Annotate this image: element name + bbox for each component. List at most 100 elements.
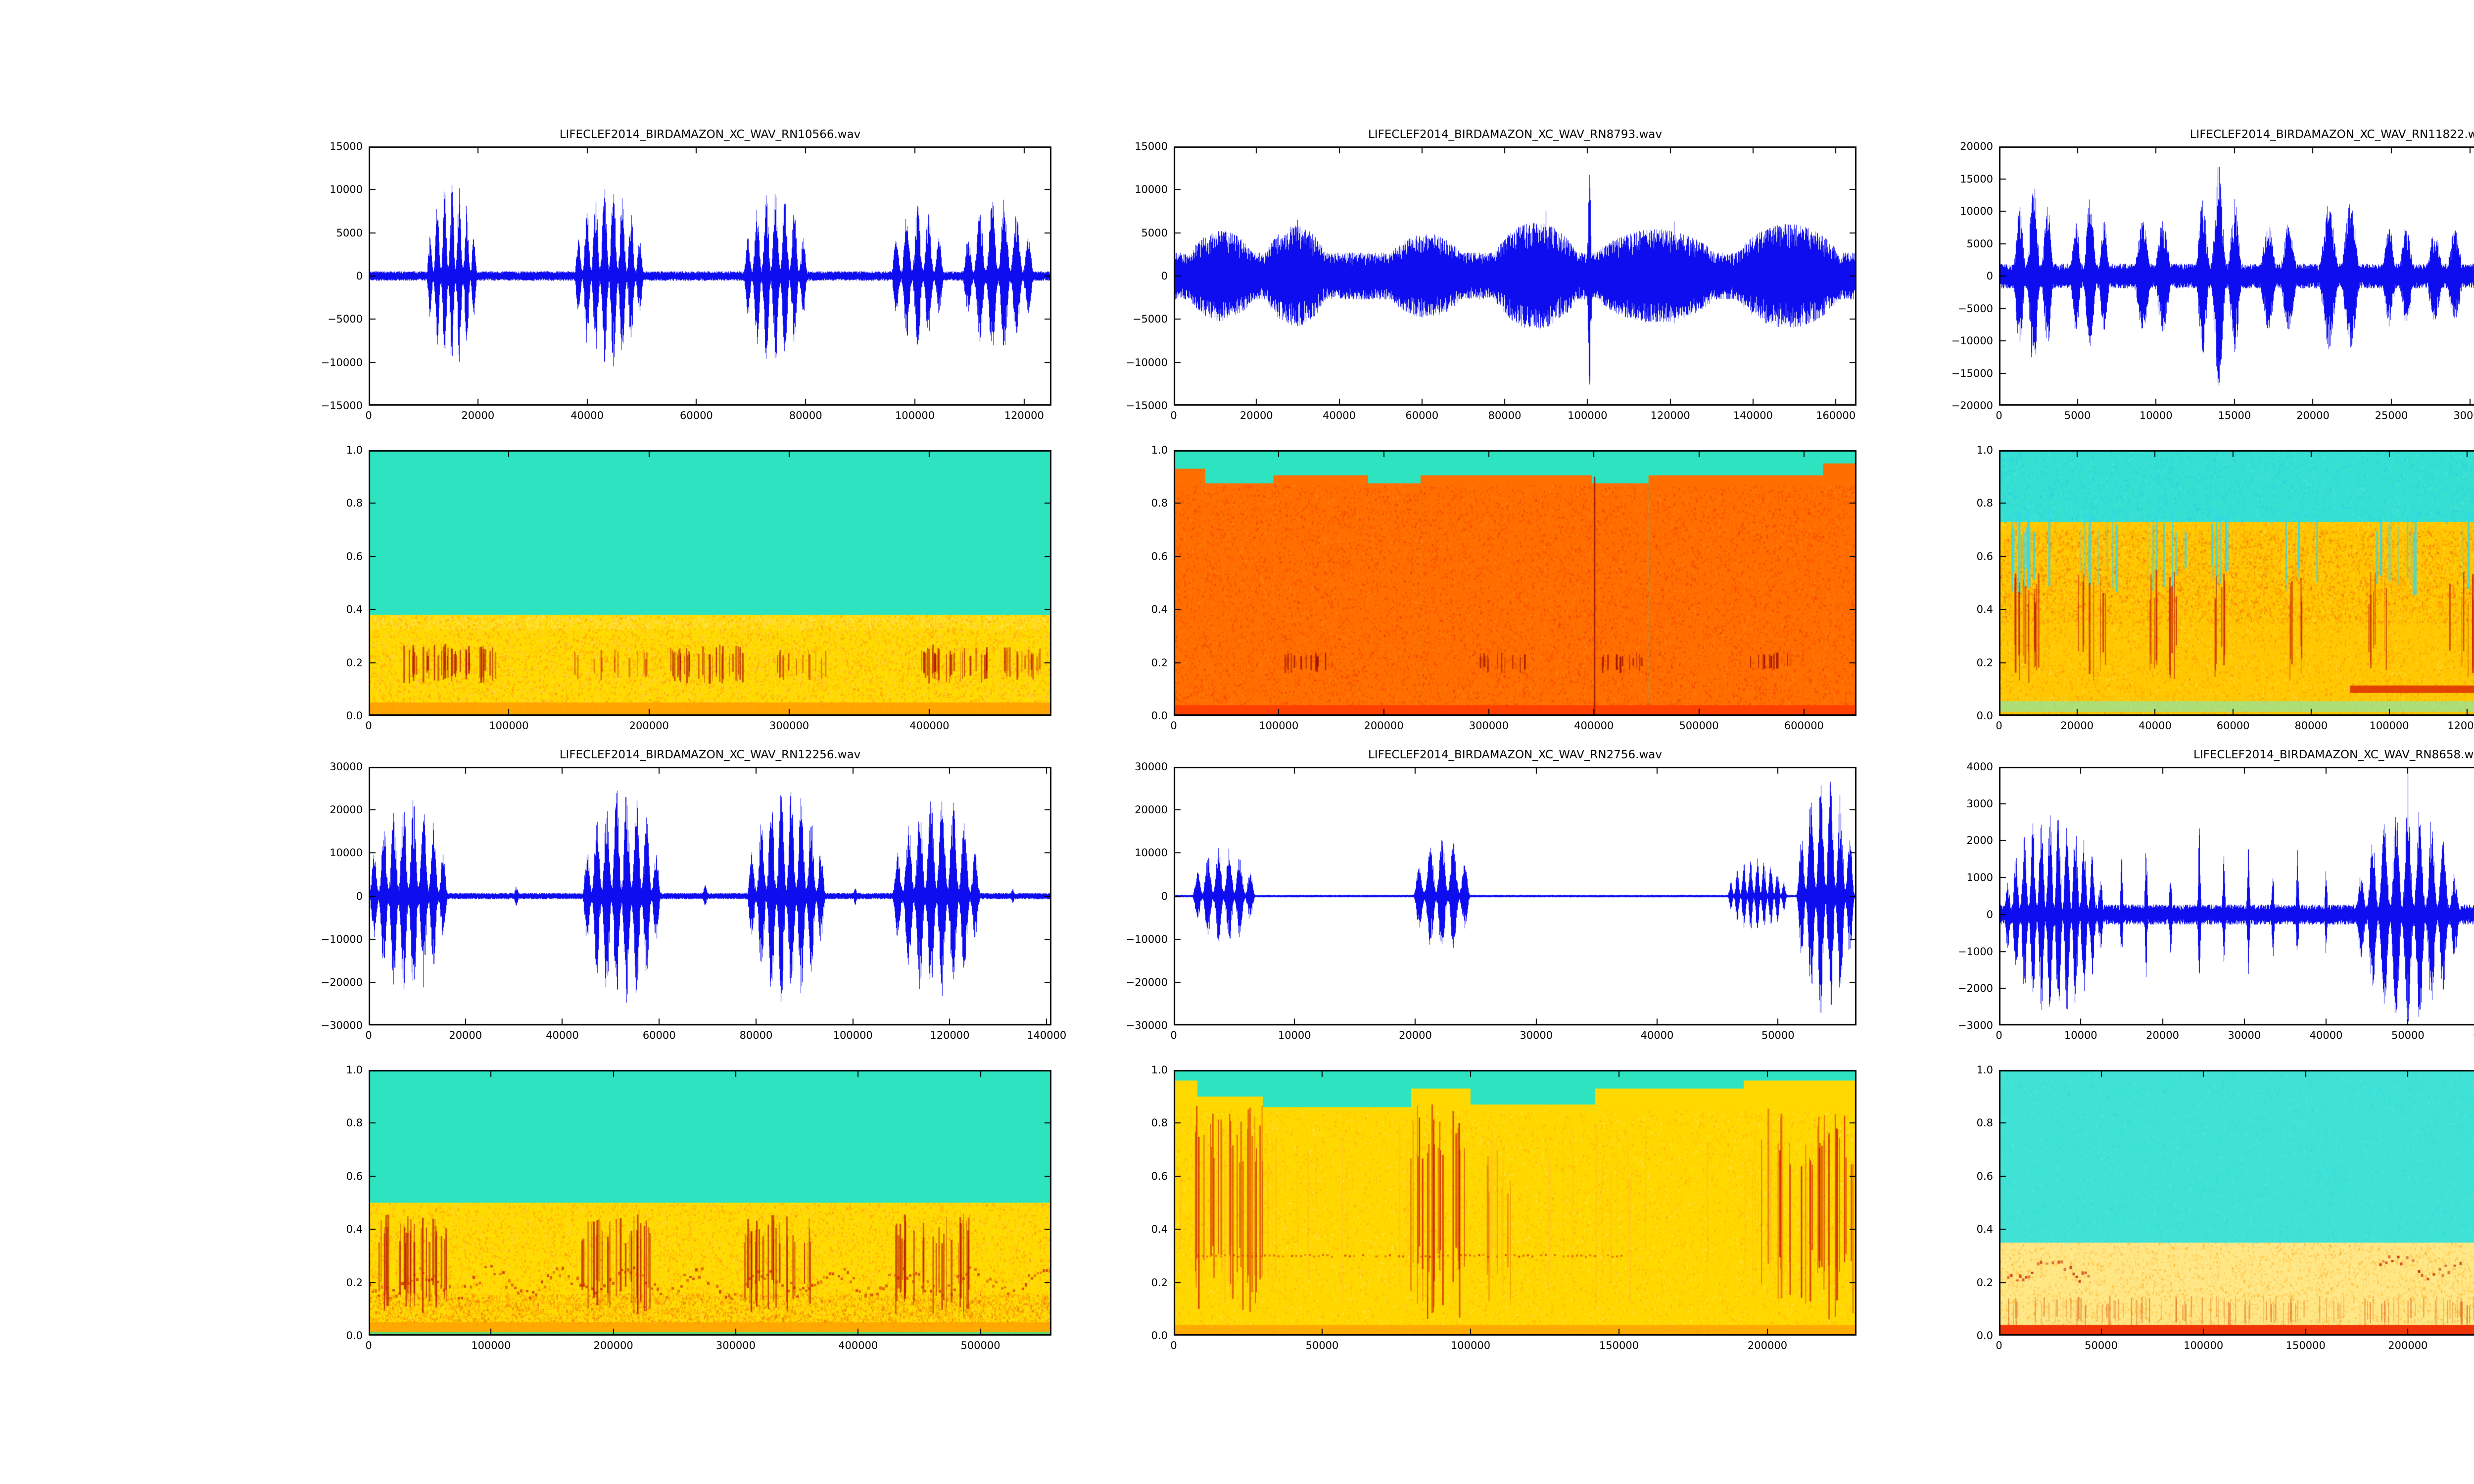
y-tick-label: 0.8 <box>1151 1117 1168 1129</box>
y-tick-label: 0.4 <box>1976 603 1993 616</box>
x-tick-label: 5000 <box>2064 410 2091 421</box>
subplot-waveform-rn10566: LIFECLEF2014_BIRDAMAZON_XC_WAV_RN10566.w… <box>321 128 1051 421</box>
x-tick-label: 200000 <box>593 1340 633 1351</box>
x-tick-label: 100000 <box>489 720 529 732</box>
x-tick-label: 80000 <box>1488 410 1522 421</box>
y-tick-label: 10000 <box>330 847 363 859</box>
subplot-spectrogram-rn8658: 0500001000001500002000002500003000000.00… <box>1977 1064 2474 1351</box>
y-tick-label: 5000 <box>336 227 363 239</box>
x-tick-label: 60000 <box>642 1029 676 1041</box>
x-tick-label: 10000 <box>2064 1029 2097 1041</box>
subplot-waveform-rn8658: LIFECLEF2014_BIRDAMAZON_XC_WAV_RN8658.wa… <box>1958 748 2474 1041</box>
x-tick-label: 100000 <box>2184 1340 2224 1351</box>
spectrogram-canvas <box>1174 1070 1856 1336</box>
x-tick-label: 200000 <box>2388 1340 2428 1351</box>
y-tick-label: −15000 <box>1951 367 1993 379</box>
y-tick-label: 0.8 <box>1976 1117 1993 1129</box>
y-tick-label: −10000 <box>321 356 363 369</box>
x-tick-label: 30000 <box>1520 1029 1553 1041</box>
spectrogram-canvas <box>1999 1070 2474 1336</box>
y-tick-label: −10000 <box>1951 335 1993 347</box>
y-tick-label: 0 <box>1986 270 1993 282</box>
y-tick-label: 0.2 <box>1151 1276 1168 1289</box>
x-tick-label: 150000 <box>1599 1340 1639 1351</box>
y-tick-label: 0.2 <box>1976 656 1993 669</box>
x-tick-label: 400000 <box>1574 720 1614 732</box>
y-tick-label: 0.8 <box>1151 497 1168 510</box>
y-tick-label: −10000 <box>1126 933 1168 945</box>
subplot-spectrogram-rn2756: 0 50000 100000 150000 200000 0.0 0.2 0.4 0.6 0.8 1… <box>1151 1064 1856 1351</box>
y-tick-label: 0.2 <box>346 1276 363 1289</box>
y-tick-label: 0 <box>1161 890 1168 902</box>
subplot-waveform-rn12256: LIFECLEF2014_BIRDAMAZON_XC_WAV_RN12256.w… <box>321 748 1067 1041</box>
x-tick-label: 0 <box>365 1029 372 1041</box>
x-tick-label: 20000 <box>2296 410 2330 421</box>
x-tick-label: 40000 <box>1323 410 1356 421</box>
x-tick-label: 10000 <box>1278 1029 1311 1041</box>
x-tick-label: 300000 <box>769 720 809 732</box>
y-tick-label: 0.8 <box>346 497 363 510</box>
x-tick-label: 20000 <box>2060 720 2094 732</box>
x-tick-label: 40000 <box>1640 1029 1674 1041</box>
y-tick-label: 15000 <box>1960 173 1993 185</box>
x-tick-label: 500000 <box>1679 720 1719 732</box>
y-tick-label: 0.6 <box>1151 550 1168 562</box>
subplot-spectrogram-rn12256: 0 100000 200000 300000 400000 500000 0.0 0.2 0.4… <box>346 1064 1051 1351</box>
x-tick-label: 100000 <box>1259 720 1299 732</box>
y-tick-label: 10000 <box>330 184 363 196</box>
x-tick-label: 60000 <box>2216 720 2250 732</box>
x-tick-label: 150000 <box>2285 1340 2326 1351</box>
subplot-title: LIFECLEF2014_BIRDAMAZON_XC_WAV_RN10566.w… <box>559 128 861 141</box>
subplot-waveform-rn11822: LIFECLEF2014_BIRDAMAZON_XC_WAV_RN11822.w… <box>1951 128 2474 421</box>
y-tick-label: 4000 <box>1966 761 1993 773</box>
y-tick-label: 0.0 <box>1976 710 1993 722</box>
y-tick-label: 20000 <box>330 804 363 816</box>
y-tick-label: 0.4 <box>346 1223 363 1236</box>
y-tick-label: 10000 <box>1135 847 1168 859</box>
x-tick-label: 140000 <box>1027 1029 1067 1041</box>
subplot-waveform-rn8793: LIFECLEF2014_BIRDAMAZON_XC_WAV_RN8793.wa… <box>1126 128 1856 421</box>
subplot-spectrogram-rn11822: 0200004000060000800001000001200001400001… <box>1977 444 2474 732</box>
y-tick-label: 0.6 <box>1976 1170 1993 1182</box>
x-tick-label: 0 <box>365 410 372 421</box>
y-tick-label: −20000 <box>1951 400 1993 412</box>
x-tick-label: 120000 <box>1004 410 1044 421</box>
subplot-title: LIFECLEF2014_BIRDAMAZON_XC_WAV_RN8658.wa… <box>2193 748 2474 761</box>
y-tick-label: 1.0 <box>346 444 363 456</box>
x-tick-label: 60000 <box>679 410 713 421</box>
y-tick-label: 5000 <box>1966 237 1993 250</box>
x-tick-label: 20000 <box>1239 410 1273 421</box>
y-tick-label: 15000 <box>1135 140 1168 152</box>
y-tick-label: 0.8 <box>346 1117 363 1129</box>
y-tick-label: −5000 <box>1132 313 1168 325</box>
x-tick-label: 80000 <box>789 410 822 421</box>
y-tick-label: 0.4 <box>1976 1223 1993 1236</box>
x-tick-label: 140000 <box>1733 410 1773 421</box>
y-tick-label: 1.0 <box>1151 444 1168 456</box>
x-tick-label: 20000 <box>2146 1029 2179 1041</box>
x-tick-label: 50000 <box>2391 1029 2425 1041</box>
x-tick-label: 0 <box>1996 1029 2002 1041</box>
y-tick-label: 0.0 <box>1151 710 1168 722</box>
x-tick-label: 200000 <box>1364 720 1404 732</box>
y-tick-label: 0.4 <box>1151 603 1168 616</box>
subplot-title: LIFECLEF2014_BIRDAMAZON_XC_WAV_RN2756.wa… <box>1368 748 1662 761</box>
x-tick-label: 100000 <box>471 1340 511 1351</box>
subplot-spectrogram-rn10566: 0 100000 200000 300000 400000 0.0 0.2 0.4 0.6 0.8… <box>346 444 1051 732</box>
x-tick-label: 20000 <box>449 1029 482 1041</box>
y-tick-label: 0 <box>356 270 363 282</box>
y-tick-label: 0.0 <box>1151 1330 1168 1342</box>
x-tick-label: 200000 <box>1747 1340 1788 1351</box>
y-tick-label: −5000 <box>1957 302 1993 315</box>
x-tick-label: 10000 <box>2139 410 2173 421</box>
y-tick-label: 0 <box>356 890 363 902</box>
y-tick-label: 20000 <box>1960 140 1993 152</box>
x-tick-label: 0 <box>1170 1340 1177 1351</box>
y-tick-label: 0 <box>1161 270 1168 282</box>
y-tick-label: 20000 <box>1135 804 1168 816</box>
y-tick-label: 0.2 <box>1976 1276 1993 1289</box>
y-tick-label: 5000 <box>1141 227 1168 239</box>
x-tick-label: 120000 <box>1650 410 1690 421</box>
x-tick-label: 100000 <box>1568 410 1608 421</box>
x-tick-label: 0 <box>1170 410 1177 421</box>
